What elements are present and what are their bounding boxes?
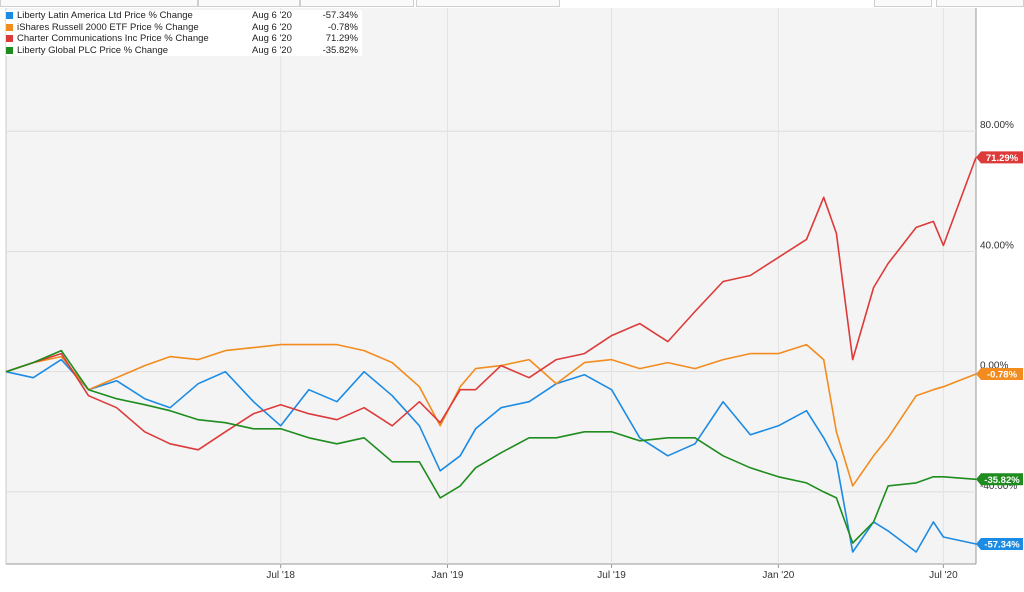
price-change-chart[interactable]: 80.00% 40.00% 0.00% -40.00% Jul '18 Jan '19 Ju…: [0, 8, 1024, 592]
toolbar-tab[interactable]: [198, 0, 300, 7]
series-line-0[interactable]: [5, 358, 977, 553]
end-value-flag-3: -35.82%: [976, 473, 1023, 486]
legend-date: Aug 6 '20: [252, 33, 292, 44]
end-value-flag-bg: [976, 367, 1023, 380]
plot-area: [6, 8, 976, 564]
legend-value: -35.82%: [322, 44, 358, 56]
y-tick-label: 0.00%: [980, 361, 1008, 372]
top-toolbar-strip: [0, 0, 1024, 8]
legend-value: -57.34%: [322, 10, 358, 21]
end-value-flag-2: 71.29%: [976, 151, 1023, 164]
end-value-label: -35.82%: [984, 475, 1020, 486]
x-tick-label: Jan '20: [762, 570, 794, 581]
end-value-flag-bg: [976, 537, 1023, 550]
end-value-label: -0.78%: [987, 369, 1018, 380]
x-tick-label: Jul '20: [929, 570, 958, 581]
series-line-3[interactable]: [5, 349, 977, 544]
legend-swatch: [6, 46, 13, 54]
toolbar-tab[interactable]: [936, 0, 1024, 7]
toolbar-tab[interactable]: [416, 0, 560, 7]
legend-swatch: [6, 23, 13, 31]
x-tick-label: Jul '18: [266, 570, 295, 581]
end-value-label: 71.29%: [986, 153, 1019, 164]
legend-series-name: Liberty Latin America Ltd Price % Change: [17, 10, 193, 21]
toolbar-tab[interactable]: [874, 0, 932, 7]
end-value-flag-1: -0.78%: [976, 367, 1023, 380]
legend-date: Aug 6 '20: [252, 21, 292, 33]
legend-item-3[interactable]: Liberty Global PLC Price % Change Aug 6 '…: [6, 45, 362, 57]
y-tick-label: -40.00%: [980, 481, 1017, 492]
legend-date: Aug 6 '20: [252, 10, 292, 21]
legend-date: Aug 6 '20: [252, 44, 292, 56]
legend-item-2[interactable]: Charter Communications Inc Price % Chang…: [6, 33, 362, 45]
legend-series-name: Charter Communications Inc Price % Chang…: [17, 33, 209, 44]
legend-series-name: Liberty Global PLC Price % Change: [17, 44, 169, 56]
toolbar-tab[interactable]: [0, 0, 198, 7]
chart-legend: Liberty Latin America Ltd Price % Change…: [6, 10, 362, 56]
legend-swatch: [6, 12, 13, 20]
legend-value: -0.78%: [327, 21, 358, 33]
x-tick-label: Jul '19: [597, 570, 626, 581]
end-value-flag-0: -57.34%: [976, 537, 1023, 550]
legend-series-name: iShares Russell 2000 ETF Price % Change: [17, 21, 199, 33]
end-value-flag-bg: [976, 151, 1023, 164]
legend-value: 71.29%: [325, 33, 358, 44]
legend-item-0[interactable]: Liberty Latin America Ltd Price % Change…: [6, 10, 362, 22]
y-tick-label: 40.00%: [980, 240, 1014, 251]
series-line-2[interactable]: [5, 157, 977, 451]
series-line-1[interactable]: [5, 343, 977, 487]
x-tick-label: Jan '19: [432, 570, 464, 581]
end-value-label: -57.34%: [984, 539, 1020, 550]
end-value-flag-bg: [976, 473, 1023, 486]
toolbar-tab[interactable]: [300, 0, 414, 7]
legend-item-1[interactable]: iShares Russell 2000 ETF Price % Change A…: [6, 22, 362, 34]
y-tick-label: 80.00%: [980, 120, 1014, 131]
legend-swatch: [6, 35, 13, 43]
line-chart-svg[interactable]: 80.00% 40.00% 0.00% -40.00% Jul '18 Jan '19 Ju…: [0, 8, 1024, 592]
